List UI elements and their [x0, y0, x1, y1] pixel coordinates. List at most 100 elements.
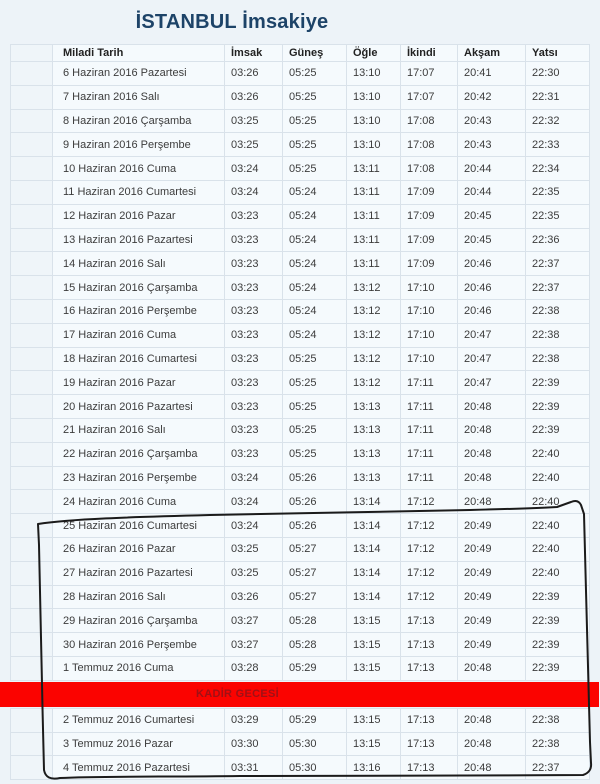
time-cell: 13:11 — [346, 203, 401, 229]
time-cell: 22:39 — [525, 632, 590, 657]
time-cell: 22:40 — [525, 489, 590, 515]
time-cell: 20:43 — [457, 132, 526, 158]
time-cell: 20:48 — [457, 755, 526, 781]
time-cell: 05:30 — [282, 755, 347, 781]
time-cell: 13:11 — [346, 227, 401, 253]
row-spacer-cell — [10, 179, 53, 205]
time-cell: 22:34 — [525, 156, 590, 181]
time-cell: 13:14 — [346, 513, 401, 538]
date-cell: 20 Haziran 2016 Pazartesi — [52, 394, 225, 419]
table-row: 17 Haziran 2016 Cuma 03:23 05:24 13:12 17:10… — [10, 322, 590, 348]
time-cell: 17:12 — [400, 536, 458, 562]
time-cell: 03:23 — [224, 322, 283, 348]
date-cell: 9 Haziran 2016 Perşembe — [52, 132, 225, 158]
date-cell: 8 Haziran 2016 Çarşamba — [52, 108, 225, 134]
time-cell: 03:24 — [224, 465, 283, 491]
time-cell: 13:13 — [346, 441, 401, 467]
date-cell: 6 Haziran 2016 Pazartesi — [52, 61, 225, 86]
date-cell: 28 Haziran 2016 Salı — [52, 584, 225, 610]
row-spacer-cell — [10, 489, 53, 515]
date-cell: 27 Haziran 2016 Pazartesi — [52, 560, 225, 586]
table-row: 10 Haziran 2016 Cuma 03:24 05:25 13:11 17:08… — [10, 156, 590, 181]
row-spacer-cell — [10, 108, 53, 134]
time-cell: 13:10 — [346, 108, 401, 134]
time-cell: 20:48 — [457, 394, 526, 419]
date-cell: 18 Haziran 2016 Cumartesi — [52, 346, 225, 372]
date-cell: 7 Haziran 2016 Salı — [52, 84, 225, 110]
time-cell: 03:23 — [224, 251, 283, 277]
row-spacer-cell — [10, 441, 53, 467]
row-spacer-cell — [10, 707, 53, 733]
time-cell: 03:23 — [224, 441, 283, 467]
table-row: 24 Haziran 2016 Cuma 03:24 05:26 13:14 17:12… — [10, 489, 590, 515]
time-cell: 05:26 — [282, 489, 347, 515]
date-cell: 3 Temmuz 2016 Pazar — [52, 731, 225, 757]
table-row: 25 Haziran 2016 Cumartesi 03:24 05:26 13:14… — [10, 513, 590, 538]
time-cell: 22:38 — [525, 731, 590, 757]
time-cell: 22:37 — [525, 251, 590, 277]
time-cell: 03:29 — [224, 707, 283, 733]
time-cell: 22:40 — [525, 441, 590, 467]
time-cell: 22:40 — [525, 536, 590, 562]
row-spacer-cell — [10, 275, 53, 300]
table-row: 22 Haziran 2016 Çarşamba 03:23 05:25 13:13 1… — [10, 441, 590, 467]
time-cell: 13:10 — [346, 84, 401, 110]
date-cell: 15 Haziran 2016 Çarşamba — [52, 275, 225, 300]
date-cell: 16 Haziran 2016 Perşembe — [52, 298, 225, 324]
date-cell: 13 Haziran 2016 Pazartesi — [52, 227, 225, 253]
time-cell: 22:39 — [525, 655, 590, 681]
time-cell: 20:48 — [457, 441, 526, 467]
time-cell: 05:30 — [282, 731, 347, 757]
time-cell: 03:25 — [224, 132, 283, 158]
time-cell: 05:27 — [282, 560, 347, 586]
table-row: 26 Haziran 2016 Pazar 03:25 05:27 13:14 17:1… — [10, 536, 590, 562]
row-spacer-cell — [10, 370, 53, 396]
time-cell: 22:33 — [525, 132, 590, 158]
date-cell: 30 Haziran 2016 Perşembe — [52, 632, 225, 657]
time-cell: 22:39 — [525, 584, 590, 610]
time-cell: 05:25 — [282, 108, 347, 134]
row-spacer-cell — [10, 632, 53, 657]
time-cell: 05:28 — [282, 608, 347, 634]
time-cell: 17:10 — [400, 346, 458, 372]
time-cell: 17:12 — [400, 584, 458, 610]
time-cell: 20:43 — [457, 108, 526, 134]
table-row: 15 Haziran 2016 Çarşamba 03:23 05:24 13:12 1… — [10, 275, 590, 300]
date-cell: 2 Temmuz 2016 Cumartesi — [52, 707, 225, 733]
date-cell: 22 Haziran 2016 Çarşamba — [52, 441, 225, 467]
time-cell: 22:38 — [525, 346, 590, 372]
time-cell: 13:14 — [346, 489, 401, 515]
time-cell: 17:08 — [400, 132, 458, 158]
row-spacer-cell — [10, 731, 53, 757]
row-spacer-cell — [10, 513, 53, 538]
table-row: 7 Haziran 2016 Salı 03:26 05:25 13:10 17:07 2… — [10, 84, 590, 110]
row-spacer-cell — [10, 755, 53, 781]
row-spacer-cell — [10, 655, 53, 681]
time-cell: 13:16 — [346, 755, 401, 781]
row-spacer-cell — [10, 608, 53, 634]
time-cell: 20:45 — [457, 203, 526, 229]
time-cell: 05:25 — [282, 61, 347, 86]
time-cell: 13:15 — [346, 731, 401, 757]
time-cell: 17:09 — [400, 179, 458, 205]
time-cell: 03:28 — [224, 655, 283, 681]
time-cell: 05:25 — [282, 417, 347, 443]
time-cell: 20:47 — [457, 346, 526, 372]
time-cell: 22:30 — [525, 61, 590, 86]
table-row: 14 Haziran 2016 Salı 03:23 05:24 13:11 17:09… — [10, 251, 590, 277]
table-row: 27 Haziran 2016 Pazartesi 03:25 05:27 13:14… — [10, 560, 590, 586]
time-cell: 05:26 — [282, 465, 347, 491]
time-cell: 20:46 — [457, 251, 526, 277]
column-header: Yatsı — [525, 44, 590, 62]
time-cell: 13:12 — [346, 322, 401, 348]
time-cell: 20:48 — [457, 707, 526, 733]
date-cell: 25 Haziran 2016 Cumartesi — [52, 513, 225, 538]
table-row: 8 Haziran 2016 Çarşamba 03:25 05:25 13:10 17… — [10, 108, 590, 134]
column-header: Güneş — [282, 44, 347, 62]
time-cell: 22:38 — [525, 707, 590, 733]
time-cell: 13:13 — [346, 417, 401, 443]
time-cell: 05:25 — [282, 132, 347, 158]
imsakiye-table-bottom: 2 Temmuz 2016 Cumartesi 03:29 05:29 13:15 17… — [10, 707, 590, 781]
table-body-before-kadir: 6 Haziran 2016 Pazartesi 03:26 05:25 13:10 1… — [10, 61, 590, 681]
row-spacer-cell — [10, 84, 53, 110]
